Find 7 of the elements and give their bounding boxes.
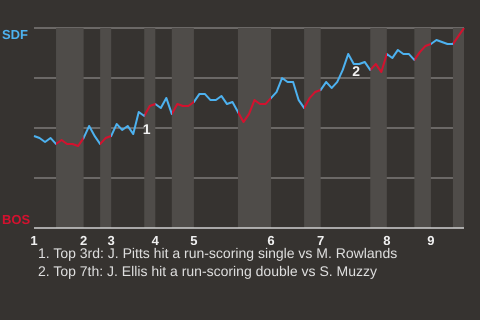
- text: SDF: [2, 27, 28, 42]
- x-tick-label: 9: [427, 233, 435, 248]
- text: BOS: [2, 212, 30, 227]
- x-tick-label: 1: [30, 233, 38, 248]
- text: 2. Top 7th: J. Ellis hit a run-scoring double vs S. Muzzy: [38, 262, 378, 280]
- annotation: 2: [352, 63, 360, 79]
- annotation: 1: [142, 121, 151, 137]
